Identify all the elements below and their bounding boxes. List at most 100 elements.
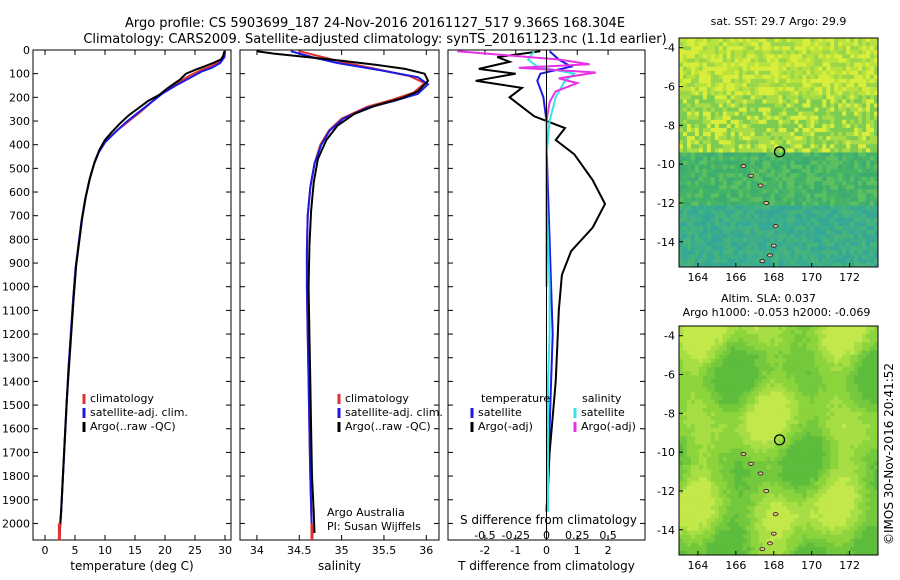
map-cell <box>726 370 732 376</box>
map-cell <box>718 132 724 137</box>
map-cell <box>810 205 815 211</box>
map-cell <box>702 123 708 129</box>
map-cell <box>778 189 783 194</box>
map-cell <box>842 46 847 51</box>
map-cell <box>846 152 851 157</box>
map-cell <box>786 440 791 445</box>
map-cell <box>730 456 736 462</box>
map-cell <box>822 164 827 170</box>
map-cell <box>814 87 819 92</box>
map-cell <box>866 242 871 247</box>
map-cell <box>862 262 867 268</box>
map-cell <box>850 38 855 43</box>
map-cell <box>778 407 783 413</box>
map-cell <box>766 168 771 174</box>
map-cell <box>758 342 763 347</box>
map-cell <box>762 415 767 421</box>
map-cell <box>854 107 859 112</box>
map-cell <box>822 354 827 360</box>
map-cell <box>782 326 787 331</box>
map-cell <box>870 330 875 335</box>
map-cell <box>846 403 851 409</box>
map-cell <box>730 42 736 47</box>
map-cell <box>850 123 855 129</box>
map-cell <box>862 156 867 161</box>
map-cell <box>690 395 696 400</box>
map-cell <box>782 127 787 133</box>
map-cell <box>714 177 720 182</box>
map-cell <box>826 148 831 153</box>
map-cell <box>714 144 720 149</box>
map-cell <box>846 95 851 100</box>
map-cell <box>858 168 863 174</box>
map-cell <box>798 115 803 121</box>
map-cell <box>742 375 747 380</box>
map-cell <box>790 144 795 149</box>
map-cell <box>726 334 732 339</box>
map-cell <box>726 50 732 55</box>
map-cell <box>870 197 875 202</box>
map-cell <box>782 354 787 360</box>
map-cell <box>742 330 747 335</box>
map-cell <box>738 420 743 425</box>
map-cell <box>842 440 847 445</box>
map-cell <box>706 177 712 182</box>
map-cell <box>686 209 692 215</box>
map-cell <box>694 350 700 355</box>
map-cell <box>810 456 815 462</box>
map-cell <box>698 444 704 449</box>
map-cell <box>679 254 684 260</box>
map-cell <box>730 189 736 194</box>
map-cell <box>730 262 736 268</box>
map-cell <box>698 209 704 215</box>
map-cell <box>758 350 763 355</box>
map-cell <box>778 140 783 145</box>
map-cell <box>762 411 767 417</box>
map-cell <box>694 242 700 247</box>
map-cell <box>710 230 716 235</box>
map-cell <box>730 460 736 466</box>
map-cell <box>786 230 791 235</box>
map-cell <box>874 115 879 121</box>
map-cell <box>794 66 799 72</box>
map-cell <box>738 444 743 449</box>
map-cell <box>682 246 688 251</box>
map-cell <box>782 387 787 392</box>
map-cell <box>722 78 728 84</box>
map-cell <box>858 362 863 368</box>
map-cell <box>778 168 783 174</box>
map-cell <box>686 358 692 364</box>
map-cell <box>822 370 827 376</box>
map-cell <box>710 115 716 121</box>
map-cell <box>690 38 696 43</box>
map-cell <box>730 334 736 339</box>
map-cell <box>702 379 708 384</box>
map-cell <box>814 246 819 251</box>
x-tick-label: 1 <box>574 544 581 557</box>
map-cell <box>794 213 799 219</box>
map-cell <box>734 440 739 445</box>
map-cell <box>846 58 851 63</box>
map-cell <box>690 362 696 368</box>
map-cell <box>766 82 771 88</box>
map-cell <box>842 411 847 417</box>
map-cell <box>838 428 843 433</box>
map-cell <box>866 258 871 264</box>
map-cell <box>786 399 791 404</box>
map-cell <box>750 217 755 223</box>
map-cell <box>774 338 779 343</box>
map-cell <box>818 452 823 458</box>
map-cell <box>738 144 743 149</box>
map-cell <box>874 78 879 84</box>
map-cell <box>810 152 815 157</box>
map-cell <box>782 415 787 421</box>
map-cell <box>762 473 767 478</box>
map-cell <box>814 428 819 433</box>
map-cell <box>774 375 779 380</box>
map-cell <box>818 477 823 482</box>
map-cell <box>802 164 807 170</box>
map-cell <box>730 338 736 343</box>
map-cell <box>782 99 787 104</box>
map-cell <box>866 403 871 409</box>
map-cell <box>714 246 720 251</box>
